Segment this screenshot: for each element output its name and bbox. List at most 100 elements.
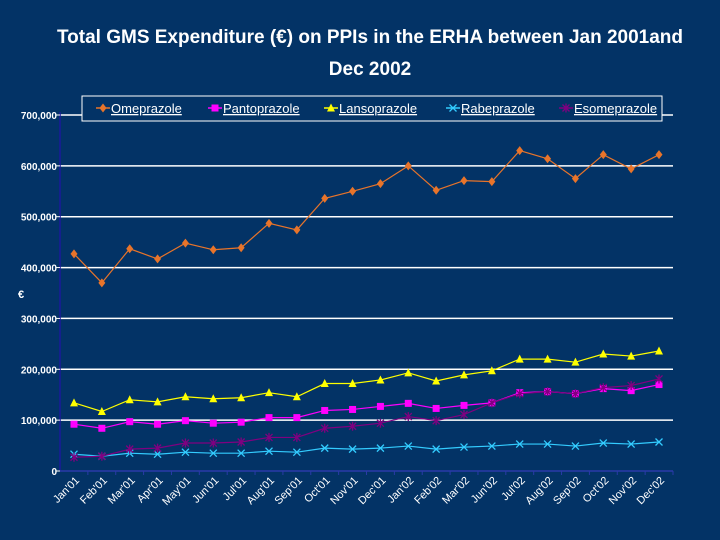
data-point	[265, 432, 273, 442]
legend-label: Rabeprazole	[461, 101, 535, 116]
chart-title-line1: Total GMS Expenditure (€) on PPIs in the…	[56, 27, 684, 48]
x-tick-label: Sep'02	[551, 475, 583, 507]
data-point	[209, 419, 217, 427]
x-tick-label: Aug'01	[245, 475, 277, 507]
data-point	[209, 449, 218, 458]
y-tick-label: 700,000	[21, 111, 58, 122]
data-point	[348, 379, 357, 388]
data-point	[627, 387, 635, 395]
data-point	[70, 420, 78, 428]
data-point	[571, 174, 579, 184]
data-point	[348, 421, 357, 431]
data-point	[237, 437, 246, 447]
data-point	[599, 439, 608, 447]
legend-label: Lansoprazole	[339, 101, 417, 116]
series-line-rabeprazole	[73, 441, 660, 457]
legend: Omeprazole Pantoprazole Lansoprazole Rabepr…	[81, 95, 663, 122]
x-tick-label: Jun'01	[190, 475, 221, 506]
data-point	[599, 383, 608, 393]
data-point	[97, 406, 106, 415]
data-point	[237, 418, 245, 426]
data-point	[237, 449, 246, 458]
y-tick-label: 400,000	[21, 264, 58, 275]
data-point	[460, 176, 468, 186]
data-point	[349, 186, 357, 196]
data-point	[70, 398, 78, 407]
legend-item-pantoprazole: Pantoprazole	[208, 101, 300, 116]
x-tick-label: Nov'01	[328, 475, 360, 507]
x-tick-label: Dec'01	[356, 475, 388, 507]
data-point	[627, 381, 636, 391]
series-line-pantoprazole	[73, 383, 660, 429]
data-point	[432, 445, 441, 454]
data-point	[237, 243, 245, 253]
x-tick-label: Sep'01	[273, 475, 305, 507]
data-point	[265, 218, 273, 228]
data-point	[655, 381, 663, 389]
y-tick-label: 200,000	[21, 365, 58, 376]
data-point	[265, 447, 273, 456]
data-point	[432, 185, 440, 195]
data-point	[488, 177, 496, 187]
data-point	[543, 387, 552, 397]
data-point	[181, 392, 190, 401]
data-point	[515, 354, 524, 363]
data-point	[376, 402, 384, 410]
data-point	[181, 238, 189, 248]
data-point	[320, 379, 329, 388]
legend-box	[81, 95, 663, 122]
gridlines	[60, 114, 673, 421]
legend-label: Pantoprazole	[223, 101, 300, 116]
legend-marker	[211, 104, 219, 112]
data-point	[154, 420, 162, 428]
x-tick-label: Oct'02	[581, 475, 612, 506]
data-point	[376, 375, 385, 384]
chart-title-line2: Dec 2002	[328, 59, 412, 80]
x-tick-label: Jan'01	[51, 475, 82, 506]
x-tick-label: Jun'02	[469, 475, 500, 506]
data-point	[487, 398, 496, 408]
legend-label: Omeprazole	[111, 101, 182, 116]
series-line-esomeprazole	[73, 378, 660, 458]
y-axis-ticks: 0 100,000 200,000 300,000 400,000 500,000 600,…	[21, 111, 60, 478]
x-tick-label: Feb'01	[78, 475, 110, 507]
data-point	[460, 443, 468, 452]
data-point	[376, 179, 384, 189]
data-point	[265, 414, 273, 422]
data-point	[321, 193, 329, 203]
data-point	[237, 393, 246, 402]
series-omeprazole	[70, 146, 663, 288]
data-point	[404, 161, 412, 171]
legend-item-esomeprazole: Esomeprazole	[559, 101, 657, 116]
y-tick-label: 300,000	[21, 314, 58, 325]
data-point	[126, 418, 134, 426]
data-point	[404, 399, 412, 407]
data-point	[292, 448, 301, 457]
data-point	[320, 423, 329, 433]
series-lansoprazole	[70, 346, 663, 415]
legend-marker	[449, 104, 457, 112]
x-tick-label: Nov'02	[607, 475, 639, 507]
series-rabeprazole	[70, 438, 663, 461]
data-point	[293, 225, 301, 235]
data-point	[404, 442, 413, 451]
data-point	[153, 443, 162, 453]
data-point	[70, 249, 78, 259]
data-point	[627, 440, 636, 449]
data-point	[153, 397, 162, 406]
data-point	[126, 244, 134, 254]
y-axis-label: €	[18, 289, 24, 301]
data-point	[487, 442, 496, 451]
data-point	[543, 354, 552, 363]
data-point	[376, 418, 385, 428]
data-point	[97, 451, 106, 461]
legend-label: Esomeprazole	[574, 101, 657, 116]
series-line-lansoprazole	[73, 350, 660, 413]
legend-marker	[327, 103, 335, 112]
x-tick-label: Mar'01	[106, 475, 138, 507]
data-point	[543, 440, 552, 449]
data-point	[432, 416, 441, 426]
data-point	[153, 450, 162, 459]
